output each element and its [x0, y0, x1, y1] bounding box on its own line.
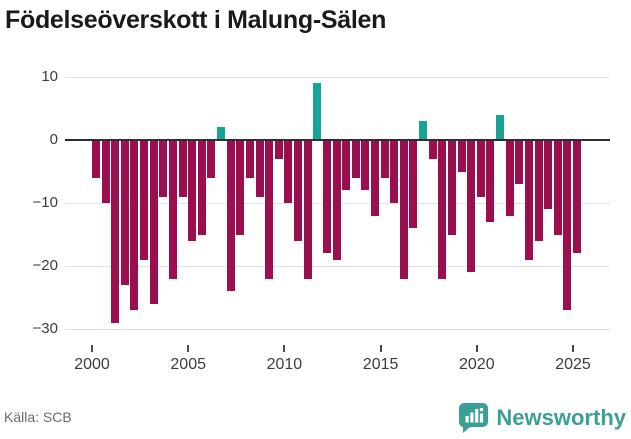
bar-2010-h1 [284, 140, 293, 203]
bar-2013-h1 [342, 140, 351, 191]
bar-2001-h2 [120, 140, 129, 285]
y-axis-tick-label: −10 [32, 194, 58, 211]
bar-2008-h2 [255, 140, 264, 197]
y-axis-tick-label: −30 [32, 320, 58, 337]
bar-2013-h2 [351, 140, 360, 178]
bar-2006-h2 [217, 127, 226, 140]
y-gridline [65, 266, 610, 267]
bar-2023-h2 [544, 140, 553, 210]
bar-2002-h2 [140, 140, 149, 260]
y-axis-tick-label: 10 [41, 68, 58, 85]
bar-2008-h1 [245, 140, 254, 178]
x-axis-tick-label: 2010 [266, 356, 303, 373]
bar-2018-h2 [447, 140, 456, 235]
bar-2006-h1 [207, 140, 216, 178]
bar-2021-h2 [505, 140, 514, 216]
newsworthy-logo[interactable]: Newsworthy [458, 402, 626, 433]
x-axis-tick [91, 345, 93, 352]
bar-2000-h1 [92, 140, 100, 178]
bar-2016-h2 [409, 140, 418, 229]
bar-2014-h2 [370, 140, 379, 216]
bar-2022-h2 [524, 140, 533, 260]
x-axis-tick-label: 2000 [74, 356, 110, 373]
newsworthy-logo-text: Newsworthy [496, 404, 626, 430]
bar-2004-h2 [178, 140, 187, 197]
bar-2017-h1 [419, 121, 428, 140]
bar-2002-h1 [130, 140, 139, 311]
bar-2019-h2 [467, 140, 476, 273]
bar-2007-h2 [236, 140, 245, 235]
plot-area: 10 0 −10 −20 −30 2000 2005 2010 2015 2020 2025 [33, 68, 610, 373]
bar-2012-h1 [322, 140, 331, 254]
source-caption: Källa: SCB [4, 409, 72, 425]
y-gridline [65, 77, 610, 78]
y-axis-tick-label: −20 [32, 257, 58, 274]
x-axis-tick [283, 345, 286, 352]
bar-2019-h1 [457, 140, 466, 172]
bar-2014-h1 [361, 140, 370, 191]
bar-2017-h2 [428, 140, 437, 159]
bar-2009-h1 [265, 140, 274, 279]
bar-2022-h1 [515, 140, 524, 185]
bar-2018-h1 [438, 140, 447, 279]
bar-2007-h1 [226, 140, 235, 292]
bar-2004-h1 [168, 140, 177, 279]
bar-2021-h1 [496, 114, 505, 140]
chart-title: Födelseöverskott i Malung-Sälen [5, 6, 387, 34]
bar-2015-h2 [390, 140, 399, 203]
newsworthy-logo-icon [458, 402, 489, 433]
bar-2023-h1 [534, 140, 543, 241]
bar-2001-h1 [111, 140, 120, 323]
bar-2020-h1 [476, 140, 485, 197]
bar-2020-h2 [486, 140, 495, 222]
bar-2011-h2 [313, 83, 322, 140]
bar-2009-h2 [274, 140, 283, 159]
bar-2005-h1 [188, 140, 197, 241]
bar-2005-h2 [197, 140, 206, 235]
x-axis-tick [572, 345, 574, 352]
bar-2003-h2 [159, 140, 168, 197]
x-axis-tick-label: 2015 [362, 356, 399, 373]
y-gridline [65, 329, 610, 330]
bar-2024-h1 [553, 140, 562, 235]
bar-2012-h2 [332, 140, 341, 260]
x-axis-tick-label: 2020 [459, 356, 495, 373]
y-axis-tick-label: 0 [49, 131, 58, 148]
bar-2016-h1 [399, 140, 408, 279]
bar-2024-h2 [563, 140, 572, 311]
x-axis-tick-label: 2025 [555, 356, 591, 373]
x-axis-tick [187, 345, 190, 352]
bar-2010-h2 [294, 140, 303, 241]
x-axis-tick-label: 2005 [170, 356, 206, 373]
bar-2025-h1 [573, 140, 581, 254]
bar-2015-h1 [380, 140, 389, 178]
bar-2011-h1 [303, 140, 312, 279]
x-axis-tick [475, 345, 478, 352]
zero-axis-line [65, 139, 610, 141]
bar-2000-h2 [101, 140, 110, 203]
bar-2003-h1 [149, 140, 158, 304]
x-axis-tick [379, 345, 382, 352]
